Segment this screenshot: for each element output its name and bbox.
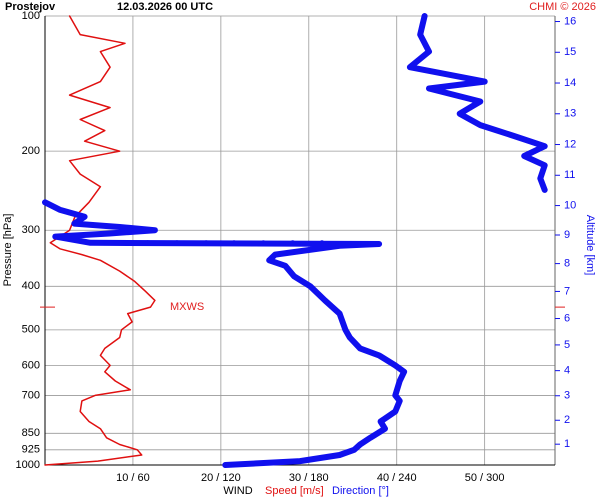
- x-axis-label: WIND: [223, 485, 252, 497]
- y2-tick-label: 6: [564, 312, 570, 324]
- y-tick-label: 100: [22, 10, 40, 22]
- y2-tick-label: 11: [564, 169, 575, 181]
- x-tick-label: 10 / 60: [116, 472, 150, 484]
- x-tick-label: 50 / 300: [465, 472, 505, 484]
- data-line: [42, 13, 548, 468]
- y2-tick-label: 14: [564, 77, 576, 89]
- x-tick-label: 30 / 180: [289, 472, 329, 484]
- y-tick-label: 300: [22, 224, 40, 236]
- legend-entry: Speed [m/s]: [265, 485, 324, 497]
- y-tick-label: 700: [22, 389, 40, 401]
- y2-tick-label: 4: [564, 365, 570, 377]
- chart-title: Prostejov: [5, 1, 56, 13]
- data-point: [319, 240, 325, 246]
- y-tick-label: 200: [22, 145, 40, 157]
- y2-axis-label: Altitude [km]: [584, 215, 596, 276]
- y-tick-label: 850: [22, 427, 40, 439]
- data-point: [231, 240, 237, 246]
- y2-tick-label: 1: [564, 438, 570, 450]
- y-axis-label: Pressure [hPa]: [2, 214, 14, 287]
- y2-tick-label: 9: [564, 229, 570, 241]
- y-tick-label: 600: [22, 359, 40, 371]
- y2-tick-label: 16: [564, 15, 576, 27]
- y2-tick-label: 13: [564, 108, 576, 120]
- data-point: [145, 240, 151, 246]
- legend-entry: Direction [°]: [332, 485, 389, 497]
- data-point: [203, 240, 209, 246]
- y2-tick-label: 3: [564, 390, 570, 402]
- x-tick-label: 40 / 240: [377, 472, 417, 484]
- data-point: [174, 240, 180, 246]
- y-tick-label: 1000: [16, 459, 40, 471]
- data-point: [290, 240, 296, 246]
- x-tick-label: 20 / 120: [201, 472, 241, 484]
- y-tick-label: 500: [22, 324, 40, 336]
- y2-tick-label: 15: [564, 46, 576, 58]
- y-tick-label: 400: [22, 280, 40, 292]
- data-point: [117, 240, 123, 246]
- y2-tick-label: 8: [564, 258, 570, 270]
- y2-tick-label: 5: [564, 339, 570, 351]
- data-point: [87, 240, 93, 246]
- data-line: [44, 15, 156, 466]
- annotation: MXWS: [170, 301, 204, 313]
- y2-tick-label: 10: [564, 199, 576, 211]
- y2-tick-label: 2: [564, 414, 570, 426]
- chart-subtitle: 12.03.2026 00 UTC: [117, 1, 213, 13]
- data-point: [260, 240, 266, 246]
- y2-tick-label: 7: [564, 285, 570, 297]
- y-tick-label: 925: [22, 444, 40, 456]
- credit: CHMI © 2026: [529, 1, 596, 13]
- y2-tick-label: 12: [564, 138, 576, 150]
